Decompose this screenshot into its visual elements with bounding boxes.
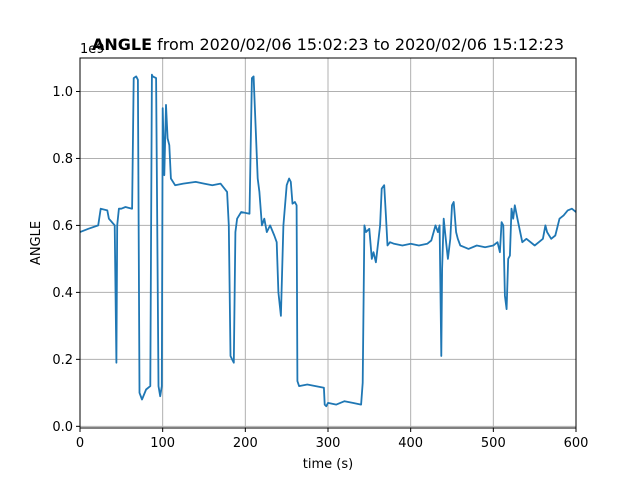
y-axis: 0.0 0.2 0.4 0.6 0.8 1.0: [52, 85, 80, 435]
x-tick-label: 500: [481, 436, 506, 451]
chart-title-bold: ANGLE: [92, 35, 152, 54]
y-tick-label: 1.0: [52, 85, 73, 100]
data-layer: [80, 73, 576, 408]
chart-title-rest: from 2020/02/06 15:02:23 to 2020/02/06 1…: [152, 35, 564, 54]
x-tick-label: 0: [76, 436, 84, 451]
x-tick-label: 100: [150, 436, 175, 451]
x-axis: 0 100 200 300 400 500 600: [76, 428, 589, 451]
series-line: [80, 73, 576, 408]
y-tick-label: 0.2: [52, 353, 73, 368]
x-tick-label: 400: [398, 436, 423, 451]
x-tick-label: 600: [564, 436, 589, 451]
y-tick-label: 0.0: [52, 420, 73, 435]
y-tick-label: 0.6: [52, 219, 73, 234]
y-offset-label: 1e9: [80, 42, 105, 57]
y-axis-label: ANGLE: [29, 221, 44, 265]
x-tick-label: 300: [316, 436, 341, 451]
x-tick-label: 200: [233, 436, 258, 451]
y-tick-label: 0.4: [52, 286, 73, 301]
y-tick-label: 0.8: [52, 152, 73, 167]
x-axis-label: time (s): [303, 457, 353, 472]
chart-title: ANGLE from 2020/02/06 15:02:23 to 2020/0…: [92, 35, 564, 54]
